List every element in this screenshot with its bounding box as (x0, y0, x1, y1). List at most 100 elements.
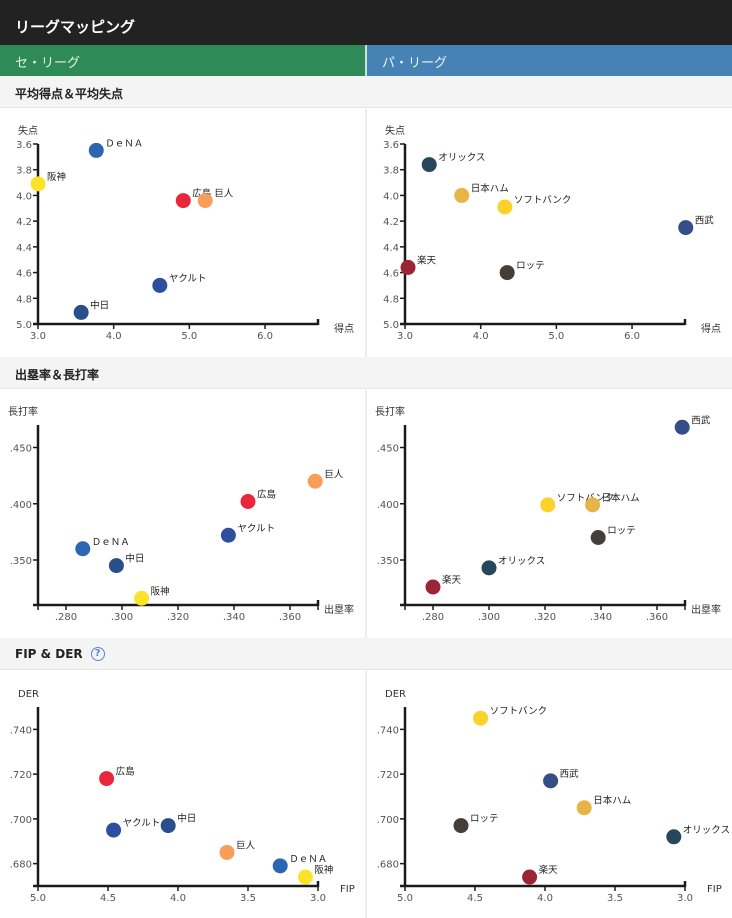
data-point (576, 800, 592, 816)
x-axis-label: 出塁率 (691, 603, 721, 616)
data-point (400, 259, 416, 275)
x-axis-label: FIP (340, 884, 355, 895)
x-tick-label: .300 (111, 612, 133, 623)
data-point (522, 869, 538, 885)
data-point (134, 590, 150, 606)
data-point (160, 818, 176, 834)
chart-fip-pacific: .680 .700 .720 .740 5.0 4.5 4.0 3.5 3.0 DER FIP ソフト… (367, 671, 732, 918)
x-tick-label: 4.0 (473, 331, 489, 342)
data-label: ＤｅＮＡ (105, 138, 143, 149)
data-label: ＤｅＮＡ (289, 854, 327, 865)
data-point (30, 176, 46, 192)
y-tick-label: 3.8 (16, 166, 32, 177)
pane-divider (365, 109, 367, 357)
data-label: 広島 (257, 489, 276, 501)
y-tick-label: 4.8 (16, 294, 32, 305)
data-point (674, 419, 690, 435)
data-point (421, 157, 437, 173)
x-tick-label: 5.0 (548, 331, 564, 342)
x-tick-label: .320 (534, 612, 556, 623)
data-point (88, 142, 104, 158)
x-tick-label: 3.0 (310, 893, 326, 904)
y-tick-label: 4.2 (16, 217, 32, 228)
data-point (240, 494, 256, 509)
data-label: 中日 (125, 553, 144, 565)
help-icon[interactable]: ? (90, 647, 105, 661)
data-point (152, 277, 168, 293)
y-tick-label: .350 (10, 556, 32, 567)
x-tick-label: 4.0 (170, 893, 186, 904)
data-point (307, 473, 323, 489)
y-tick-label: .680 (10, 860, 32, 871)
x-tick-label: 3.0 (677, 893, 693, 904)
data-point (106, 822, 122, 838)
chart-runs-central: 3.6 3.8 4.0 4.2 4.4 4.6 4.8 5.0 3.0 4.0 5.0 6.0 失点 得点… (0, 109, 365, 357)
section-title: FIP & DER (15, 647, 83, 661)
y-axis-label: DER (18, 689, 39, 700)
data-point (425, 579, 441, 595)
data-point (585, 497, 601, 513)
x-tick-label: 4.0 (106, 331, 122, 342)
x-tick-label: 4.5 (100, 893, 116, 904)
y-tick-label: 3.6 (383, 140, 399, 151)
chart-obp-pacific: .350 .400 .450 .280 .300 .320 .340 .360 長打率 出塁率 西武… (367, 390, 732, 638)
y-tick-label: .400 (377, 500, 399, 511)
y-tick-label: .720 (10, 770, 32, 781)
data-point (197, 193, 213, 209)
y-axis-label: DER (385, 689, 406, 700)
x-tick-label: 3.0 (30, 331, 46, 342)
data-label: ロッテ (516, 261, 545, 272)
data-point (497, 199, 513, 215)
chart-svg: 3.63.84.04.24.44.64.85.03.0 4.0 5.0 6.0失点得点… (383, 124, 721, 342)
data-label: 巨人 (236, 840, 256, 851)
data-point (219, 844, 235, 860)
section-header-obp-slg: 出塁率＆長打率 (0, 357, 732, 389)
data-label: 楽天 (417, 254, 437, 266)
y-tick-label: 4.8 (383, 294, 399, 305)
data-label: 阪神 (151, 585, 170, 597)
x-tick-label: 4.0 (537, 893, 553, 904)
data-label: 巨人 (324, 469, 344, 480)
y-tick-label: .740 (10, 725, 32, 736)
data-label: ヤクルト (123, 818, 161, 829)
data-label: 阪神 (47, 171, 66, 183)
chart-svg: .680 .700 .720 .740 5.0 4.5 4.0 3.5 3.0 DER FIP 広島ヤ… (10, 689, 355, 904)
data-label: オリックス (498, 556, 545, 567)
y-tick-label: .740 (377, 725, 399, 736)
chart-svg: .680 .700 .720 .740 5.0 4.5 4.0 3.5 3.0 DER FIP ソフト… (377, 689, 730, 904)
data-point (108, 558, 124, 574)
x-tick-label: .280 (422, 612, 444, 623)
y-tick-label: .700 (377, 815, 399, 826)
y-tick-label: 3.8 (383, 166, 399, 177)
data-label: ロッテ (607, 526, 636, 537)
y-axis-label: 失点 (18, 124, 38, 137)
data-label: 西武 (560, 768, 580, 780)
page-title: リーグマッピング (0, 0, 732, 45)
y-axis-label: 失点 (385, 124, 405, 137)
data-point (99, 771, 115, 787)
x-axis-label: 得点 (334, 323, 354, 335)
x-tick-label: 4.5 (467, 893, 483, 904)
data-label: 日本ハム (593, 795, 631, 807)
y-tick-label: .720 (377, 770, 399, 781)
data-point (73, 304, 89, 320)
section-title: 出塁率＆長打率 (15, 368, 100, 382)
data-label: オリックス (438, 153, 485, 164)
chart-runs-pacific: 3.6 3.8 4.0 4.2 4.4 4.6 4.8 5.0 3.0 4.0 5.0 6.0 失点 得点… (367, 109, 732, 357)
y-tick-label: .700 (10, 815, 32, 826)
y-tick-label: .350 (377, 556, 399, 567)
data-label: ヤクルト (169, 273, 207, 284)
y-tick-label: 4.2 (383, 217, 399, 228)
y-axis-label: 長打率 (8, 405, 38, 418)
x-tick-label: .320 (167, 612, 189, 623)
x-tick-label: 6.0 (624, 331, 640, 342)
data-point (175, 193, 191, 209)
tab-central-league[interactable]: セ・リーグ (0, 45, 365, 76)
data-point (473, 710, 489, 726)
x-tick-label: 5.0 (397, 893, 413, 904)
x-tick-label: .340 (590, 612, 612, 623)
data-point (543, 773, 559, 789)
tab-pacific-league[interactable]: パ・リーグ (367, 45, 732, 76)
data-point (481, 560, 497, 576)
data-point (666, 829, 682, 845)
